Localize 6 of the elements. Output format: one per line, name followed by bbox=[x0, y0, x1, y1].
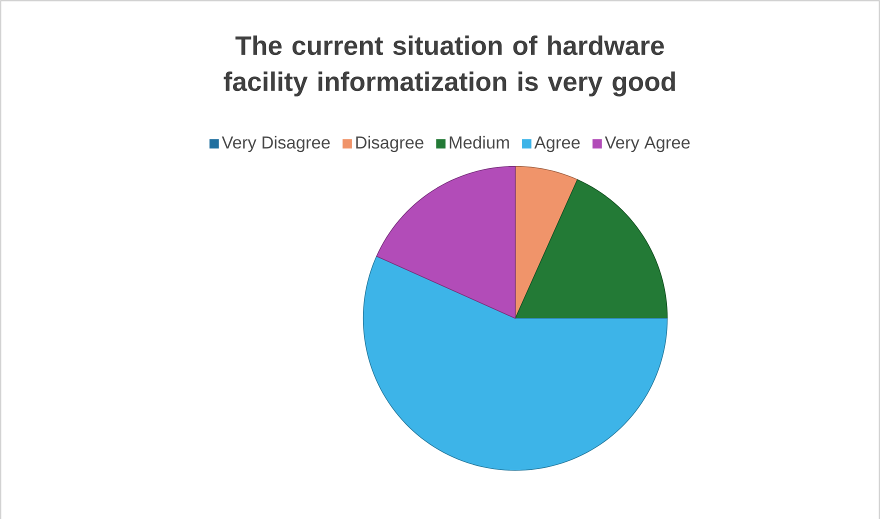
legend-label: Very Agree bbox=[604, 136, 690, 152]
legend-label: Very Disagree bbox=[222, 136, 330, 152]
chart-title: The current situation of hardware facility informatization is very good bbox=[224, 36, 675, 96]
legend-label: Agree bbox=[534, 136, 580, 152]
legend-label: Medium bbox=[450, 136, 509, 149]
legend-label: Disagree bbox=[356, 136, 424, 152]
